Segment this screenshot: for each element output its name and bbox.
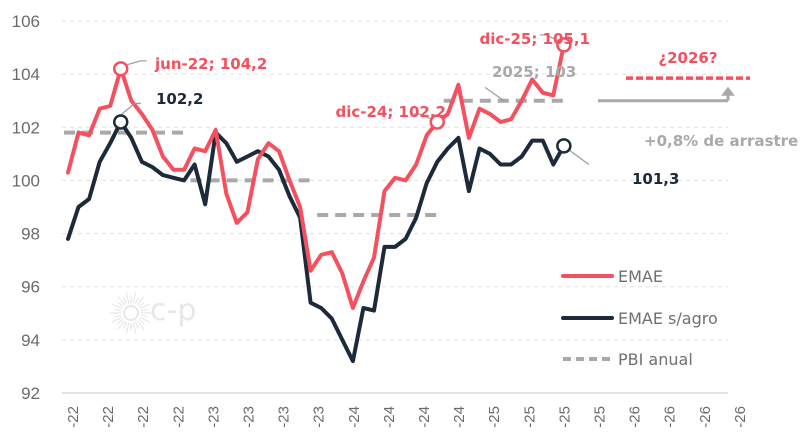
- y-tick-label: 100: [12, 171, 40, 190]
- y-tick-label: 98: [21, 225, 40, 244]
- sun-ray: [123, 321, 128, 329]
- marker-jun22-emae: [113, 61, 129, 77]
- sun-ray: [114, 314, 122, 318]
- sun-ray: [117, 320, 126, 330]
- sun-ray: [111, 303, 123, 310]
- sun-ray: [132, 292, 137, 304]
- sun-icon: [110, 292, 152, 334]
- x-tick-label: -25: [556, 406, 573, 428]
- annotation-2026-question: ¿2026?: [658, 49, 717, 67]
- legend-label-emae-sagro: EMAE s/agro: [618, 309, 718, 328]
- marker-dic24-emae: [429, 114, 445, 130]
- series-emae-sagro-line: [66, 120, 566, 364]
- x-tick-label: -23: [205, 406, 222, 428]
- sun-ray: [138, 301, 145, 308]
- y-tick-label: 94: [21, 331, 40, 350]
- y-tick-label: 96: [21, 278, 40, 297]
- leader-line: [413, 113, 432, 120]
- sun-ray: [125, 292, 130, 304]
- sun-ray: [140, 314, 148, 318]
- x-tick-label: -23: [241, 406, 258, 428]
- x-tick-label: -22: [65, 406, 82, 428]
- annotation-arrastre: +0,8% de arrastre: [644, 132, 798, 150]
- x-tick-label: -24: [451, 406, 468, 428]
- x-tick-label: -23: [276, 406, 293, 428]
- x-tick-label: -26: [697, 406, 714, 428]
- y-tick-label: 106: [12, 12, 40, 31]
- x-tick-label: -25: [521, 406, 538, 428]
- sun-ray: [125, 322, 130, 334]
- annotation-pbi-2025: 2025; 103: [492, 63, 576, 81]
- series-emae-line: [66, 42, 566, 310]
- legend-label-pbi: PBI anual: [618, 350, 693, 369]
- y-tick-label: 102: [12, 118, 40, 137]
- sun-core: [123, 305, 139, 321]
- x-tick-label: -26: [627, 406, 644, 428]
- series-lines: [66, 42, 566, 364]
- x-tick-label: -25: [486, 406, 503, 428]
- sun-ray: [139, 316, 151, 323]
- marker-dic25-sagro: [556, 138, 572, 154]
- x-tick-label: -22: [100, 406, 117, 428]
- x-tick-label: -24: [416, 406, 433, 428]
- watermark-text: c-p: [150, 293, 196, 328]
- x-tick-label: -23: [311, 406, 328, 428]
- x-tick-label: -26: [662, 406, 679, 428]
- x-axis: -22 -22 -22 -22 -23 -23 -23 -23 -24 -24 -24 -24 -25 -…: [65, 406, 749, 428]
- leader-line: [568, 149, 590, 165]
- watermark-logo: c-p: [110, 292, 196, 334]
- annotation-dic24: dic-24; 102,2: [335, 103, 446, 121]
- annotations: jun-22; 104,2 102,2 dic-24; 102,2 dic-25; 1…: [113, 30, 798, 188]
- sun-ray: [117, 296, 126, 306]
- sun-ray: [114, 308, 122, 312]
- sun-ray: [139, 303, 151, 310]
- x-tick-label: -22: [135, 406, 152, 428]
- gridlines: [62, 20, 728, 394]
- y-axis: 92 94 96 98 100 102 104 106: [12, 12, 40, 403]
- x-tick-label: -24: [381, 406, 398, 428]
- sun-ray: [134, 321, 139, 329]
- annotation-dic25-sagro: 101,3: [632, 170, 679, 188]
- sun-ray: [136, 296, 145, 306]
- sun-ray: [136, 320, 145, 330]
- legend: EMAE EMAE s/agro PBI anual: [561, 267, 718, 369]
- sun-ray: [123, 297, 128, 305]
- y-tick-label: 104: [12, 65, 40, 84]
- sun-ray: [132, 322, 137, 334]
- leader-line: [539, 34, 560, 42]
- annotation-jun22-sagro: 102,2: [156, 90, 203, 108]
- sun-ray: [140, 308, 148, 312]
- x-tick-label: -26: [732, 406, 749, 428]
- annotation-dic25: dic-25; 105,1: [479, 30, 590, 48]
- sun-ray: [134, 297, 139, 305]
- x-tick-label: -25: [592, 406, 609, 428]
- x-tick-label: -24: [346, 406, 363, 428]
- sun-ray: [111, 316, 123, 323]
- sun-ray: [117, 301, 124, 308]
- sun-ray: [117, 318, 124, 325]
- leader-line: [484, 86, 505, 102]
- x-tick-label: -22: [170, 406, 187, 428]
- leader-line: [126, 60, 147, 66]
- marker-dic25-emae: [556, 37, 572, 53]
- y-tick-label: 92: [21, 384, 40, 403]
- annotation-jun22: jun-22; 104,2: [154, 55, 267, 73]
- marker-jun22-sagro: [113, 114, 129, 130]
- legend-label-emae: EMAE: [618, 267, 663, 286]
- sun-ray: [138, 318, 145, 325]
- arrow-up-icon: [721, 86, 735, 96]
- leader-line: [120, 102, 141, 116]
